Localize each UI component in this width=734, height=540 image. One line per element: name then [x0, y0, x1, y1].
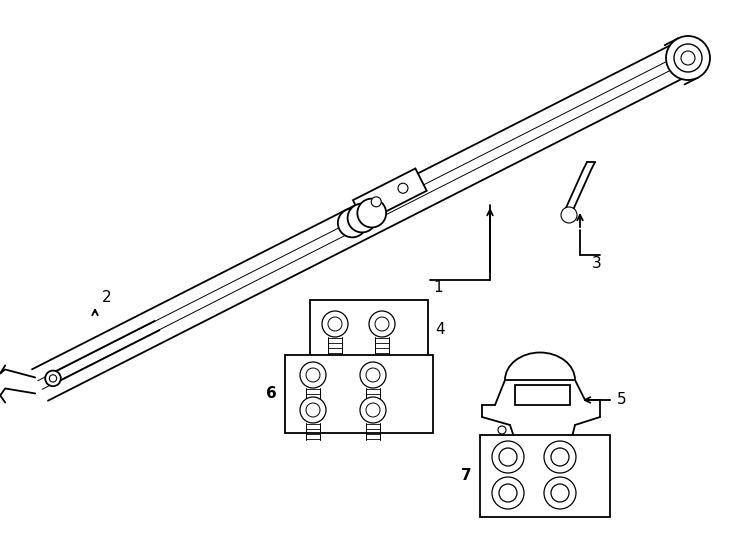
- Bar: [515, 385, 570, 405]
- Circle shape: [492, 441, 524, 473]
- Circle shape: [300, 397, 326, 423]
- Circle shape: [375, 317, 389, 331]
- Circle shape: [338, 208, 367, 238]
- Circle shape: [551, 448, 569, 466]
- Text: 6: 6: [266, 387, 277, 402]
- Text: 4: 4: [435, 322, 445, 338]
- Circle shape: [371, 197, 381, 207]
- Circle shape: [492, 477, 524, 509]
- Circle shape: [300, 362, 326, 388]
- Circle shape: [398, 183, 408, 193]
- Text: 2: 2: [102, 291, 112, 306]
- Circle shape: [366, 368, 380, 382]
- Circle shape: [681, 51, 695, 65]
- Circle shape: [544, 477, 576, 509]
- Circle shape: [561, 207, 577, 223]
- Circle shape: [551, 484, 569, 502]
- Bar: [285, 355, 433, 433]
- Circle shape: [306, 403, 320, 417]
- Circle shape: [357, 199, 386, 227]
- Circle shape: [499, 484, 517, 502]
- Circle shape: [369, 311, 395, 337]
- Bar: [310, 300, 428, 360]
- Circle shape: [499, 448, 517, 466]
- Circle shape: [666, 36, 710, 80]
- Circle shape: [46, 370, 61, 386]
- Circle shape: [322, 311, 348, 337]
- Circle shape: [366, 403, 380, 417]
- Text: 5: 5: [617, 393, 627, 408]
- Text: 3: 3: [592, 255, 602, 271]
- Circle shape: [49, 375, 57, 382]
- Circle shape: [306, 368, 320, 382]
- Polygon shape: [353, 168, 426, 222]
- Text: 1: 1: [433, 280, 443, 295]
- Circle shape: [360, 362, 386, 388]
- Bar: [480, 435, 610, 517]
- Text: 7: 7: [461, 469, 471, 483]
- Circle shape: [360, 397, 386, 423]
- Circle shape: [498, 426, 506, 434]
- Circle shape: [674, 44, 702, 72]
- Circle shape: [544, 441, 576, 473]
- Circle shape: [348, 204, 377, 232]
- Circle shape: [328, 317, 342, 331]
